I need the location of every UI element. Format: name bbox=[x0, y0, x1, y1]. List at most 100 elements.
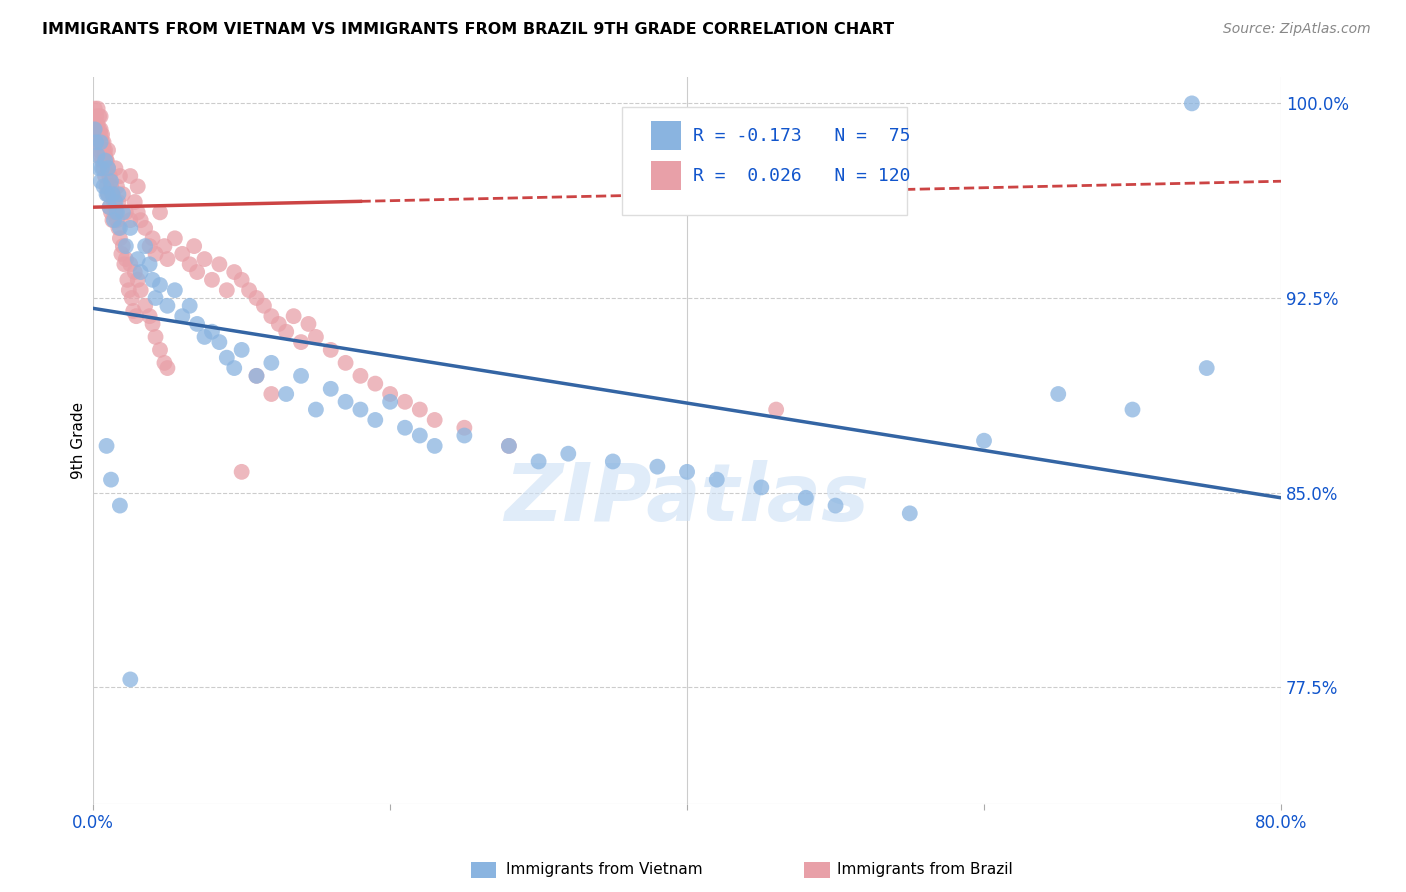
Point bbox=[245, 291, 267, 305]
Point bbox=[149, 205, 172, 219]
Point bbox=[86, 148, 108, 162]
Point bbox=[142, 273, 165, 287]
Point bbox=[283, 309, 305, 323]
Point bbox=[260, 309, 283, 323]
Point bbox=[91, 161, 114, 176]
Point bbox=[93, 179, 115, 194]
Point bbox=[335, 356, 357, 370]
Point bbox=[349, 368, 371, 383]
Point bbox=[103, 213, 125, 227]
Point bbox=[378, 387, 401, 401]
Point bbox=[122, 304, 145, 318]
Point bbox=[134, 299, 156, 313]
Point bbox=[134, 239, 156, 253]
Point bbox=[83, 122, 105, 136]
Point bbox=[98, 200, 121, 214]
Point bbox=[749, 480, 772, 494]
Point bbox=[319, 343, 342, 357]
Point bbox=[96, 153, 118, 168]
Point bbox=[153, 239, 176, 253]
Point bbox=[118, 283, 141, 297]
Point bbox=[253, 299, 276, 313]
Point bbox=[1195, 361, 1218, 376]
Point bbox=[103, 194, 125, 209]
Point bbox=[96, 439, 118, 453]
Point bbox=[94, 143, 117, 157]
Point bbox=[394, 394, 416, 409]
Point bbox=[104, 161, 127, 176]
Point bbox=[93, 143, 115, 157]
Point bbox=[90, 109, 112, 123]
Point bbox=[107, 187, 129, 202]
Point bbox=[765, 402, 787, 417]
Y-axis label: 9th Grade: 9th Grade bbox=[72, 402, 86, 479]
Point bbox=[186, 317, 208, 331]
Point bbox=[97, 143, 120, 157]
Point bbox=[127, 273, 149, 287]
Point bbox=[245, 368, 267, 383]
Point bbox=[364, 376, 387, 391]
Point bbox=[120, 257, 142, 271]
Point bbox=[973, 434, 995, 448]
Point bbox=[453, 428, 475, 442]
Point bbox=[676, 465, 699, 479]
Point bbox=[125, 309, 148, 323]
Point bbox=[86, 136, 108, 150]
Point bbox=[90, 122, 112, 136]
Point bbox=[215, 351, 238, 365]
Point bbox=[145, 291, 167, 305]
Point bbox=[83, 117, 105, 131]
Point bbox=[90, 148, 112, 162]
Point bbox=[96, 153, 118, 168]
Text: R =  0.026   N = 120: R = 0.026 N = 120 bbox=[693, 167, 911, 185]
Point bbox=[335, 394, 357, 409]
Point bbox=[527, 454, 550, 468]
Point bbox=[120, 169, 142, 183]
Point bbox=[120, 221, 142, 235]
Point bbox=[145, 247, 167, 261]
Text: Source: ZipAtlas.com: Source: ZipAtlas.com bbox=[1223, 22, 1371, 37]
Point bbox=[602, 454, 624, 468]
Point bbox=[104, 205, 127, 219]
Point bbox=[394, 421, 416, 435]
Point bbox=[84, 136, 107, 150]
Point bbox=[898, 507, 921, 521]
Text: Immigrants from Vietnam: Immigrants from Vietnam bbox=[506, 863, 703, 877]
Point bbox=[224, 265, 246, 279]
Point bbox=[111, 187, 134, 202]
Point bbox=[96, 187, 118, 202]
Point bbox=[276, 387, 298, 401]
Point bbox=[120, 673, 142, 687]
Point bbox=[129, 265, 152, 279]
Point bbox=[423, 413, 446, 427]
Text: ZIPatlas: ZIPatlas bbox=[505, 460, 869, 538]
Point bbox=[138, 239, 160, 253]
Point bbox=[238, 283, 260, 297]
Point bbox=[1181, 96, 1204, 111]
Point bbox=[94, 153, 117, 168]
Point bbox=[101, 187, 124, 202]
Point bbox=[98, 200, 121, 214]
Text: R = -0.173   N =  75: R = -0.173 N = 75 bbox=[693, 127, 911, 145]
Point bbox=[94, 169, 117, 183]
Text: Immigrants from Brazil: Immigrants from Brazil bbox=[837, 863, 1012, 877]
Point bbox=[100, 179, 122, 194]
Point bbox=[231, 273, 253, 287]
Point bbox=[149, 278, 172, 293]
Point bbox=[90, 174, 112, 188]
Point bbox=[101, 187, 124, 202]
Point bbox=[104, 194, 127, 209]
FancyBboxPatch shape bbox=[651, 121, 681, 150]
Point bbox=[349, 402, 371, 417]
Point bbox=[108, 231, 131, 245]
Point bbox=[127, 179, 149, 194]
Point bbox=[105, 205, 128, 219]
Point bbox=[117, 273, 139, 287]
Point bbox=[124, 194, 146, 209]
Point bbox=[100, 473, 122, 487]
Point bbox=[186, 265, 208, 279]
Point bbox=[364, 413, 387, 427]
Point bbox=[127, 205, 149, 219]
Point bbox=[104, 205, 127, 219]
Point bbox=[498, 439, 520, 453]
